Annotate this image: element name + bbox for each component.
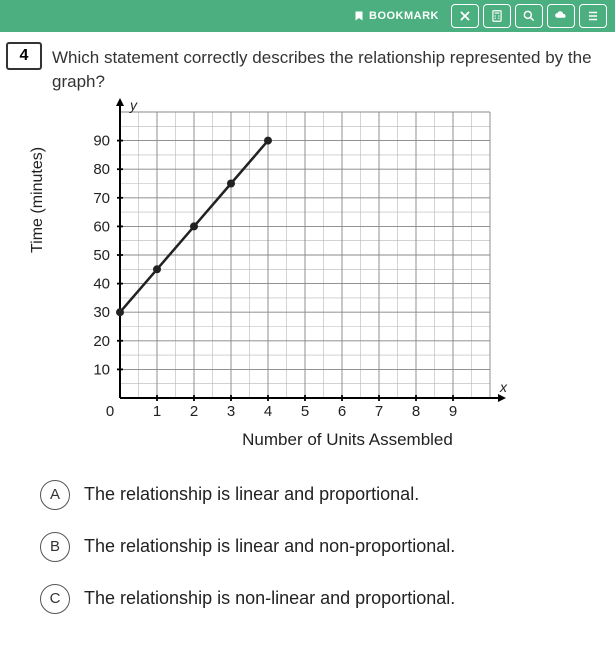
question-row: 4 Which statement correctly describes th… [0,32,615,94]
answer-text: The relationship is non-linear and propo… [84,588,455,609]
svg-text:3: 3 [227,403,235,420]
cloud-icon [554,9,568,23]
y-axis-label: Time (minutes) [29,147,47,253]
answer-letter[interactable]: A [40,480,70,510]
svg-text:4: 4 [264,403,272,420]
svg-text:9: 9 [449,403,457,420]
calculator-button[interactable] [483,4,511,28]
chart-area: Time (minutes) 0 1 2 3 4 5 6 7 8 9 10 20 30 40 50 60 70 8… [0,94,615,460]
svg-text:8: 8 [412,403,420,420]
bookmark-button[interactable]: BOOKMARK [345,8,447,24]
svg-text:6: 6 [338,403,346,420]
menu-icon [586,9,600,23]
svg-text:x: x [499,379,508,395]
close-button[interactable] [451,4,479,28]
question-number: 4 [6,42,42,70]
svg-text:y: y [129,98,138,113]
svg-text:60: 60 [93,218,110,235]
svg-text:1: 1 [153,403,161,420]
svg-text:90: 90 [93,132,110,149]
bookmark-label: BOOKMARK [369,10,439,22]
answer-option[interactable]: C The relationship is non-linear and pro… [40,584,585,614]
calculator-icon [490,9,504,23]
svg-text:70: 70 [93,189,110,206]
answer-letter[interactable]: B [40,532,70,562]
svg-text:80: 80 [93,161,110,178]
answer-text: The relationship is linear and non-propo… [84,536,455,557]
svg-text:7: 7 [375,403,383,420]
answer-option[interactable]: B The relationship is linear and non-pro… [40,532,585,562]
top-toolbar: BOOKMARK [0,0,615,32]
search-button[interactable] [515,4,543,28]
svg-text:40: 40 [93,275,110,292]
svg-text:50: 50 [93,247,110,264]
search-icon [522,9,536,23]
svg-text:5: 5 [301,403,309,420]
svg-text:20: 20 [93,332,110,349]
line-chart: 0 1 2 3 4 5 6 7 8 9 10 20 30 40 50 60 70 80 90 y x [70,98,510,428]
svg-text:0: 0 [106,403,114,420]
close-icon [458,9,472,23]
answer-text: The relationship is linear and proportio… [84,484,419,505]
answer-list: A The relationship is linear and proport… [0,460,615,646]
question-text: Which statement correctly describes the … [52,38,605,94]
answer-option[interactable]: A The relationship is linear and proport… [40,480,585,510]
svg-text:30: 30 [93,304,110,321]
svg-text:10: 10 [93,361,110,378]
answer-letter[interactable]: C [40,584,70,614]
svg-text:2: 2 [190,403,198,420]
menu-button[interactable] [579,4,607,28]
x-axis-label: Number of Units Assembled [70,430,595,450]
bookmark-icon [353,10,365,22]
cloud-button[interactable] [547,4,575,28]
